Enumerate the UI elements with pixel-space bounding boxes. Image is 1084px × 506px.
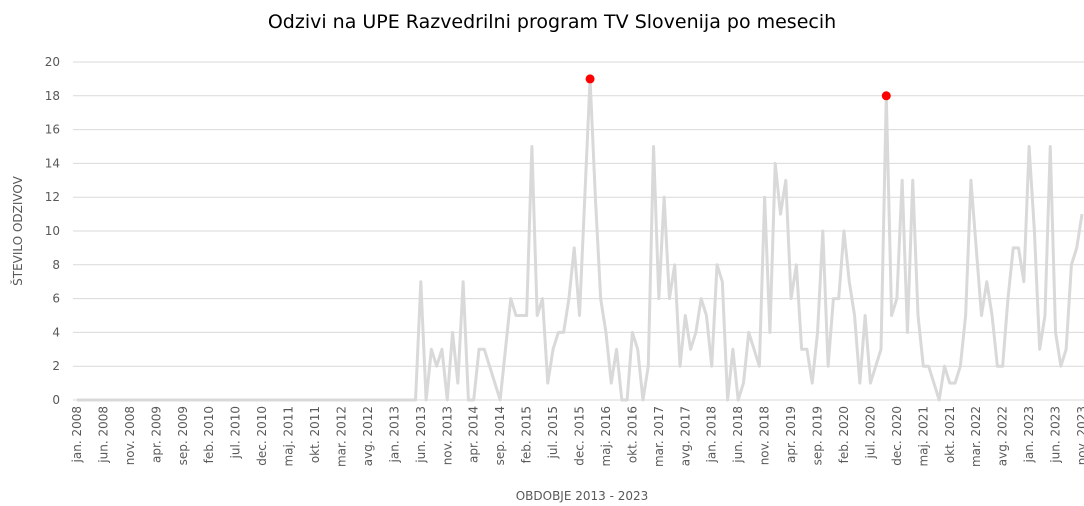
data-line: [77, 77, 1084, 402]
x-tick-label: avg. 2012: [361, 406, 375, 466]
x-tick-label: jan. 2013: [387, 406, 401, 463]
x-tick-label: okt. 2016: [625, 406, 639, 463]
x-tick-label: jun. 2018: [731, 406, 745, 464]
x-tick-label: jun. 2023: [1049, 406, 1063, 464]
y-tick-label: 20: [45, 55, 60, 69]
x-tick-label: jun. 2008: [96, 406, 110, 464]
x-tick-label: nov. 2018: [758, 406, 772, 465]
x-tick-label: nov. 2013: [440, 406, 454, 465]
x-tick-label: apr. 2009: [149, 406, 163, 463]
x-tick-label: okt. 2011: [308, 406, 322, 463]
x-tick-label: sep. 2014: [493, 406, 507, 465]
x-tick-label: maj. 2016: [599, 406, 613, 467]
x-tick-label: dec. 2015: [573, 406, 587, 466]
x-tick-label: dec. 2020: [890, 406, 904, 466]
x-tick-label: feb. 2010: [202, 406, 216, 463]
x-tick-label: mar. 2017: [652, 406, 666, 467]
chart-title: Odzivi na UPE Razvedrilni program TV Slo…: [268, 11, 836, 33]
y-tick-label: 14: [45, 156, 60, 170]
x-tick-label: mar. 2012: [334, 406, 348, 467]
y-tick-label: 18: [45, 89, 60, 103]
x-tick-label: okt. 2021: [943, 406, 957, 463]
x-tick-label: mar. 2022: [969, 406, 983, 467]
x-tick-label: apr. 2014: [467, 406, 481, 463]
x-tick-label: avg. 2017: [678, 406, 692, 466]
y-tick-label: 6: [52, 292, 60, 306]
x-tick-label: feb. 2015: [520, 406, 534, 463]
y-tick-label: 8: [52, 258, 60, 272]
x-tick-label: feb. 2020: [837, 406, 851, 463]
y-tick-label: 0: [52, 393, 60, 407]
x-tick-label: jul. 2020: [863, 406, 877, 459]
x-tick-label: maj. 2011: [282, 406, 296, 467]
x-tick-label: jan. 2008: [70, 406, 84, 463]
x-tick-label: nov. 2023: [1075, 406, 1084, 465]
x-tick-label: apr. 2019: [784, 406, 798, 463]
y-tick-label: 4: [52, 325, 60, 339]
y-tick-label: 12: [45, 190, 60, 204]
y-tick-label: 2: [52, 359, 60, 373]
y-axis-label: ŠTEVILO ODZIVOV: [10, 175, 25, 285]
x-tick-label: sep. 2019: [811, 406, 825, 465]
x-tick-label: maj. 2021: [916, 406, 930, 467]
x-axis-label: OBDOBJE 2013 - 2023: [516, 489, 649, 503]
x-tick-label: jul. 2010: [229, 406, 243, 459]
y-tick-label: 10: [45, 224, 60, 238]
x-tick-label: sep. 2009: [176, 406, 190, 465]
x-tick-label: jun. 2013: [414, 406, 428, 464]
highlight-marker: [881, 91, 891, 101]
x-tick-label: nov. 2008: [123, 406, 137, 465]
y-tick-label: 16: [45, 123, 60, 137]
x-tick-label: avg. 2022: [996, 406, 1010, 466]
x-tick-label: dec. 2010: [255, 406, 269, 466]
x-tick-label: jan. 2023: [1022, 406, 1036, 463]
x-tick-label: jul. 2015: [546, 406, 560, 459]
x-tick-label: jan. 2018: [705, 406, 719, 463]
highlight-marker: [585, 74, 595, 84]
